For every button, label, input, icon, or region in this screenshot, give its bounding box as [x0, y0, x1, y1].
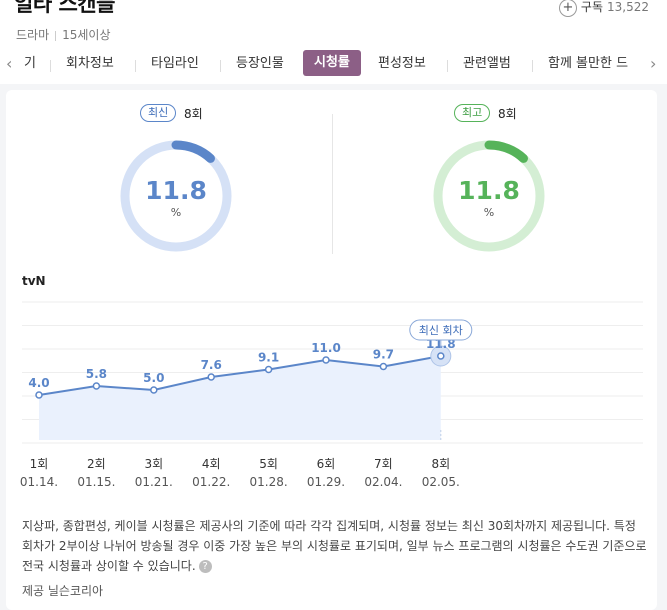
value-label: 5.0: [143, 371, 164, 385]
tab-partial[interactable]: 기: [24, 56, 36, 71]
series-line: [38, 355, 441, 396]
best-rating-unit: %: [483, 206, 495, 219]
x-tick-date: 01.14.: [20, 475, 58, 489]
x-tick-episode: 5회: [259, 457, 278, 471]
meta-separator: [55, 30, 57, 41]
tab-bar: ‹ 기 회차정보 타임라인 등장인물 시청률 편성정보 관련앨범 함께 볼만한 …: [0, 44, 667, 84]
tab-separator: [135, 60, 136, 72]
x-tick-date: 02.04.: [364, 475, 402, 489]
tab-separator: [532, 60, 533, 72]
best-badge: 최고: [454, 104, 491, 122]
value-label: 5.8: [86, 367, 107, 381]
x-tick-date: 01.29.: [307, 475, 345, 489]
subscribe-count: 13,522: [607, 0, 649, 14]
x-tick-episode: 2회: [87, 457, 106, 471]
latest-badge-box: [409, 319, 473, 341]
tab-separator: [447, 60, 448, 72]
gauge-fill: [120, 140, 232, 252]
x-tick-episode: 8회: [431, 457, 450, 471]
best-rating-gauge: [433, 140, 545, 252]
x-tick-episode: 6회: [317, 457, 336, 471]
latest-rating-unit: %: [170, 206, 182, 219]
ratings-card: 최신 8회 11.8 % 최고 8회 11.8 % tvN 4.0 5.8 5.0 7…: [6, 90, 657, 610]
notice-text: 지상파, 종합편성, 케이블 시청률은 제공사의 기준에 따라 각각 집계되며,…: [22, 519, 647, 573]
ratings-line-chart: 4.05.8 5.07.69.111.0 9.711.8최신 회차1회01.14.2…: [20, 301, 643, 489]
latest-badge-label: 최신 회차: [419, 324, 463, 337]
value-label: 4.0: [28, 376, 49, 390]
summary-divider: [332, 114, 333, 254]
best-episode: 8회: [498, 107, 517, 121]
data-point: [207, 373, 215, 381]
program-title[interactable]: 일타 스캔들: [14, 0, 115, 16]
latest-rating-value: 11.8: [145, 176, 207, 205]
x-tick-date: 02.05.: [422, 475, 460, 489]
data-point: [92, 382, 101, 390]
ratings-notice: 지상파, 종합편성, 케이블 시청률은 제공사의 기준에 따라 각각 집계되며,…: [22, 516, 647, 576]
chevron-right-icon[interactable]: ›: [650, 54, 657, 73]
x-tick-date: 01.22.: [192, 475, 230, 489]
x-tick-episode: 4회: [202, 457, 221, 471]
channel-name: tvN: [22, 274, 46, 288]
data-point: [150, 386, 158, 394]
value-label: 7.6: [201, 358, 222, 372]
latest-rating-gauge: [120, 140, 232, 252]
x-tick-date: 01.21.: [135, 475, 173, 489]
area-fill: [39, 356, 441, 440]
tab-recommended[interactable]: 함께 볼만한 드: [548, 56, 629, 71]
x-tick-date: 01.15.: [77, 475, 115, 489]
data-point: [437, 352, 445, 360]
x-tick-episode: 1회: [30, 457, 49, 471]
x-tick-date: 01.28.: [250, 475, 288, 489]
tab-timeline[interactable]: 타임라인: [151, 56, 199, 71]
data-point: [379, 362, 388, 371]
data-point: [322, 356, 330, 364]
value-label: 9.1: [258, 351, 279, 365]
tab-albums[interactable]: 관련앨범: [463, 56, 511, 71]
header: 일타 스캔들 드라마 15세이상 + 구독 13,522: [0, 0, 667, 44]
tab-episodes[interactable]: 회차정보: [66, 56, 114, 71]
age-rating: 15세이상: [62, 28, 111, 42]
data-point: [35, 391, 43, 399]
help-icon[interactable]: ?: [198, 560, 212, 573]
value-label: 9.7: [373, 348, 394, 362]
gauge-fill: [433, 140, 545, 252]
x-tick-episode: 3회: [144, 457, 163, 471]
latest-badge: 최신: [140, 104, 177, 122]
program-meta: 드라마 15세이상: [16, 26, 111, 43]
tab-separator: [220, 60, 221, 72]
genre: 드라마: [16, 28, 50, 42]
tab-separator: [50, 60, 51, 72]
latest-episode: 8회: [184, 107, 203, 121]
subscribe-button[interactable]: + 구독 13,522: [558, 0, 649, 17]
x-tick-episode: 7회: [374, 457, 393, 471]
best-rating-value: 11.8: [458, 176, 520, 205]
tab-cast[interactable]: 등장인물: [236, 56, 284, 71]
tab-ratings[interactable]: 시청률: [303, 50, 361, 76]
data-point: [264, 365, 273, 374]
value-label: 11.0: [311, 341, 341, 355]
tab-schedule[interactable]: 편성정보: [378, 56, 426, 71]
subscribe-label: 구독: [580, 0, 603, 14]
chevron-left-icon[interactable]: ‹: [6, 54, 13, 73]
data-source: 제공 닐슨코리아: [22, 584, 104, 598]
plus-icon: +: [558, 0, 577, 17]
